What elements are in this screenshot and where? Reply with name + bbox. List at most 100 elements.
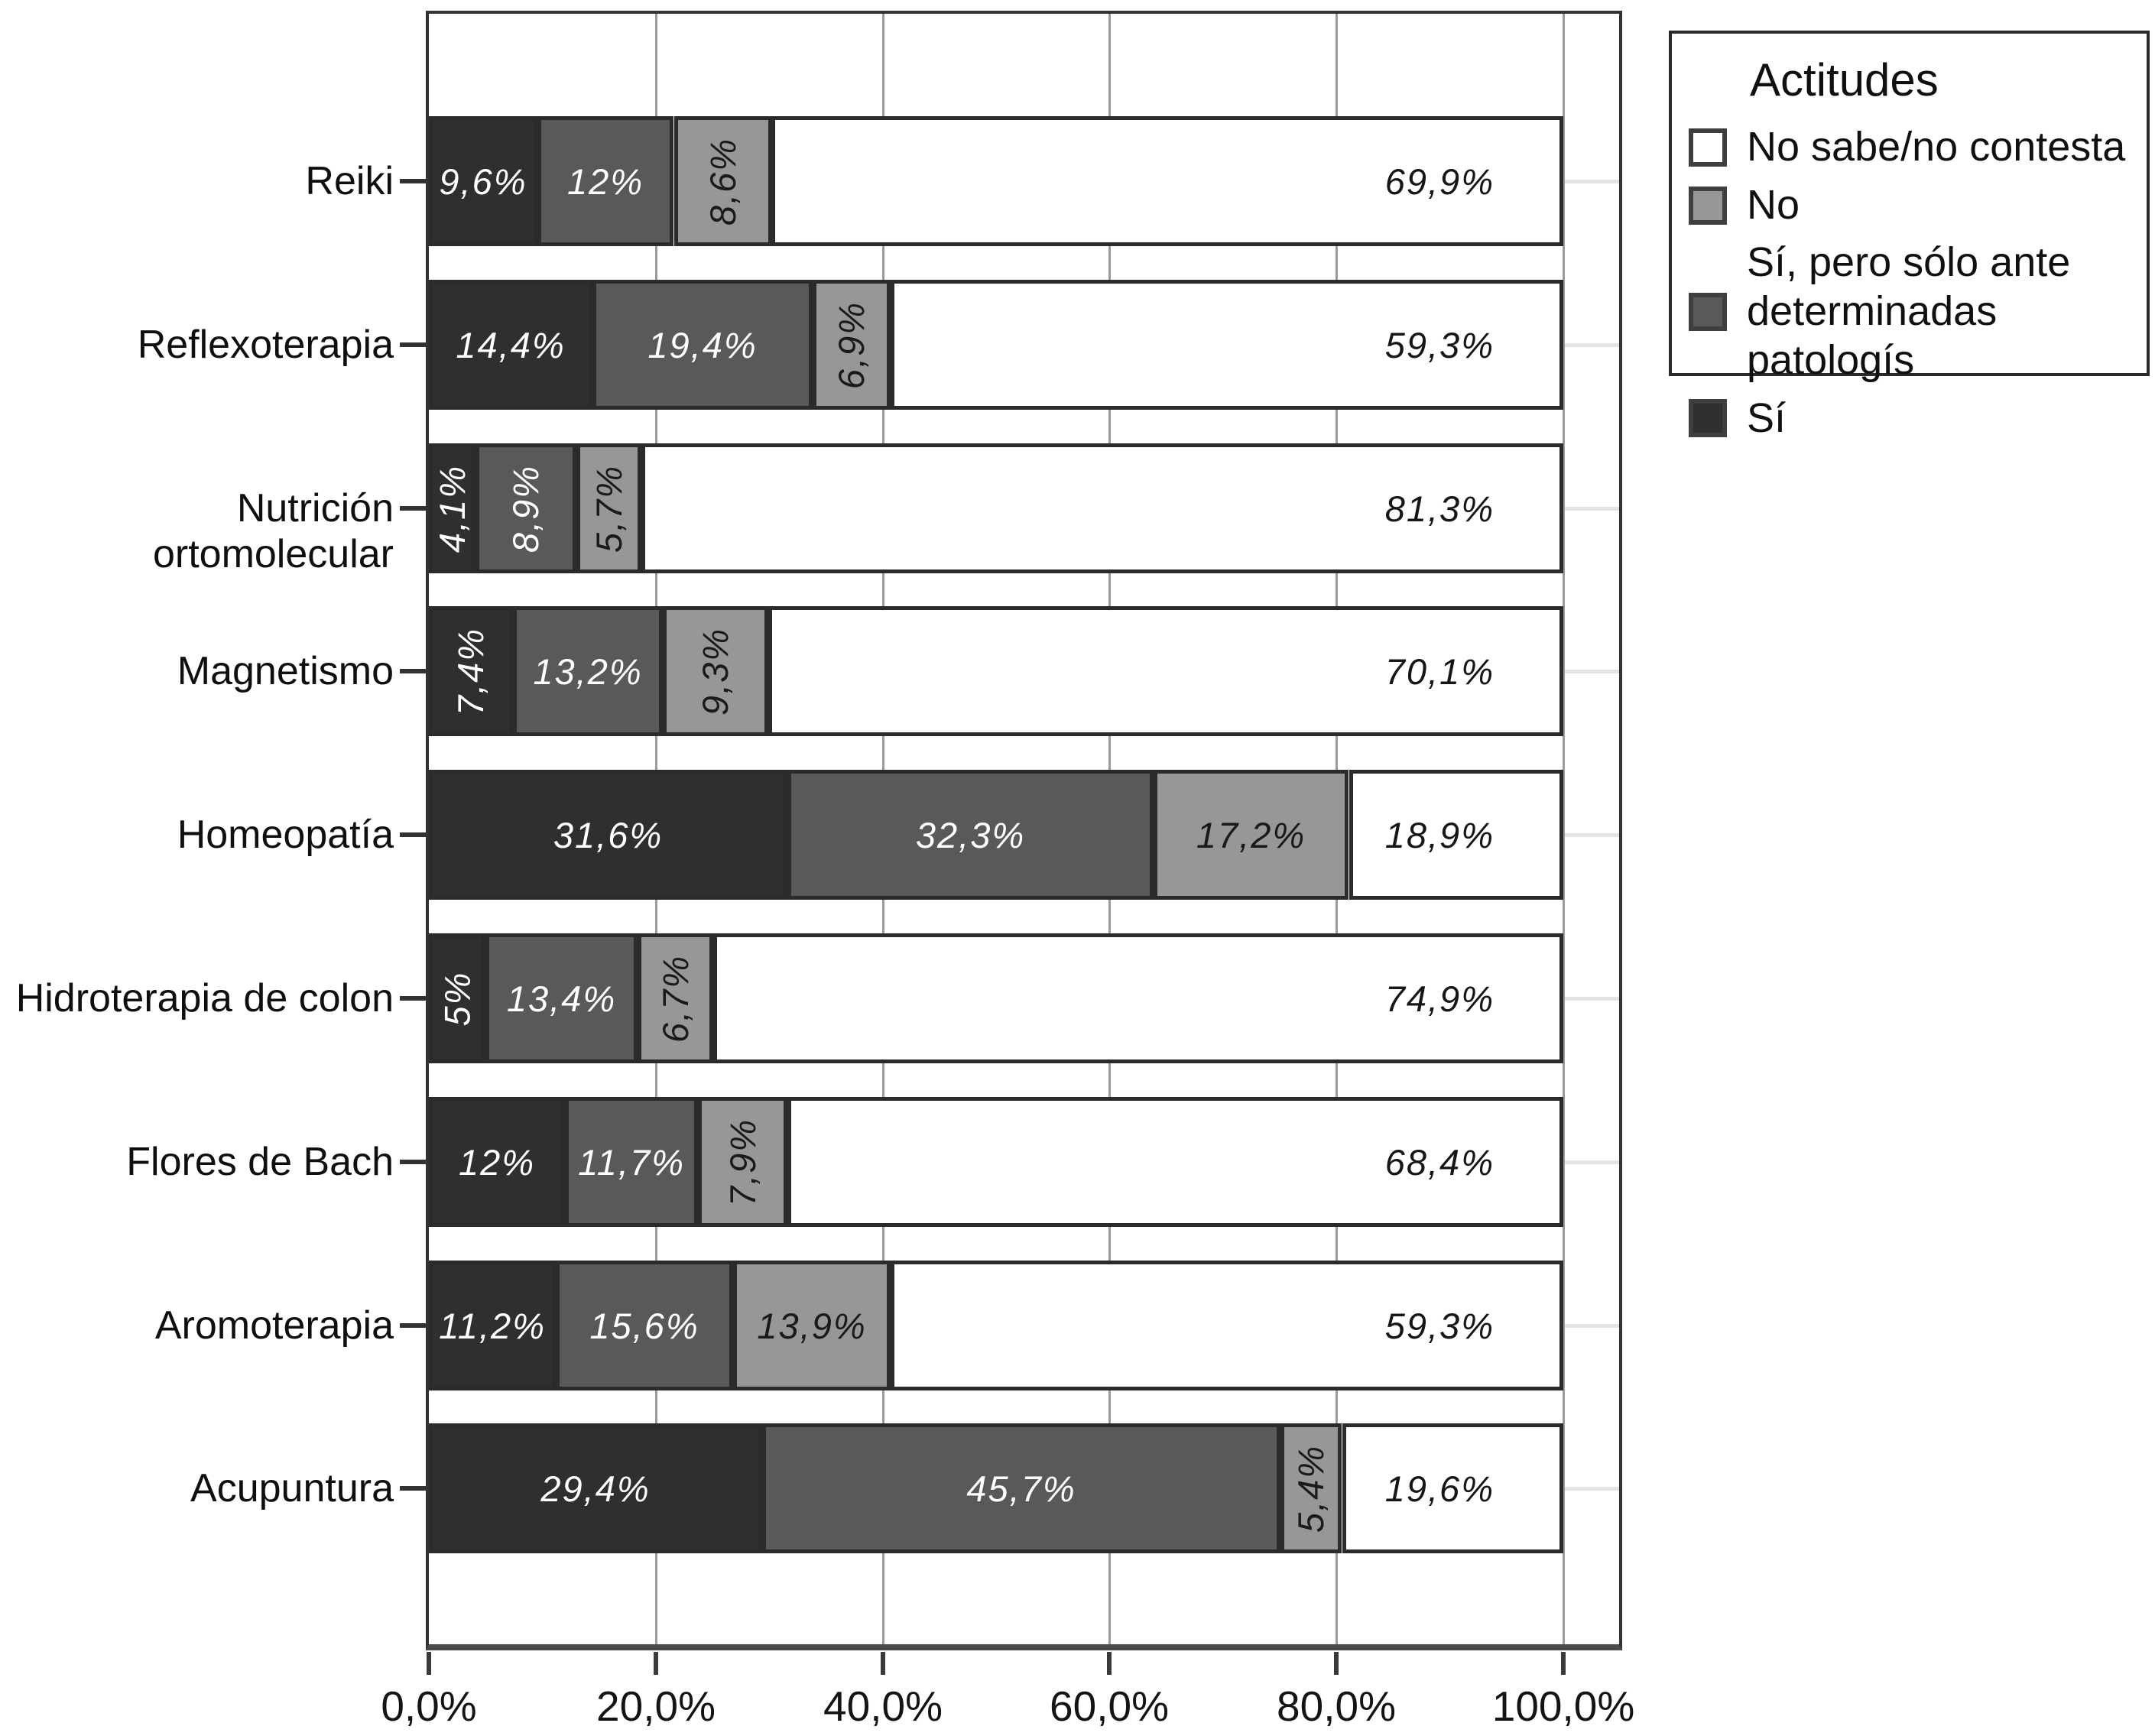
bar-segment: 70,1% xyxy=(768,606,1563,736)
x-axis-tick-label: 80,0% xyxy=(1277,1682,1396,1730)
segment-value-label: 5,4% xyxy=(1290,1444,1332,1533)
y-axis-tick xyxy=(400,506,426,511)
segment-value-label: 12% xyxy=(458,1141,536,1183)
segment-value-label: 4,1% xyxy=(432,464,473,553)
segment-value-label: 11,7% xyxy=(578,1141,685,1183)
segment-value-label: 9,3% xyxy=(695,627,736,715)
bar-segment: 14,4% xyxy=(429,280,592,410)
bar-segment: 4,1% xyxy=(429,443,475,573)
bar-segment: 69,9% xyxy=(771,116,1563,246)
y-axis-tick xyxy=(400,179,426,183)
category-label: Flores de Bach xyxy=(126,1140,394,1184)
x-axis-tick-label: 60,0% xyxy=(1050,1682,1169,1730)
y-axis-tick xyxy=(400,342,426,347)
segment-value-label: 7,9% xyxy=(722,1118,764,1206)
segment-value-label: 9,6% xyxy=(439,161,527,202)
segment-value-label: 29,4% xyxy=(540,1468,651,1509)
y-axis-tick xyxy=(400,1486,426,1491)
bar-segment: 13,2% xyxy=(513,606,663,736)
bar-segment: 17,2% xyxy=(1154,770,1348,900)
x-axis-tick xyxy=(654,1652,658,1675)
bar-segment: 32,3% xyxy=(787,770,1154,900)
bar-segment: 8,9% xyxy=(475,443,576,573)
bar-segment: 9,6% xyxy=(429,116,537,246)
bar-segment: 59,3% xyxy=(891,280,1563,410)
segment-value-label: 14,4% xyxy=(456,324,566,365)
legend-title: Actitudes xyxy=(1750,54,1939,105)
bar-segment: 81,3% xyxy=(641,443,1563,573)
bar-segment: 12% xyxy=(429,1097,565,1227)
segment-value-label: 59,3% xyxy=(1384,1305,1495,1346)
category-label: Reflexoterapia xyxy=(137,323,394,367)
segment-value-label: 7,4% xyxy=(450,627,492,715)
category-label: Aromoterapia xyxy=(154,1303,394,1348)
segment-value-label: 18,9% xyxy=(1384,814,1495,855)
legend-swatch xyxy=(1689,128,1727,167)
legend-label: No sabe/no contesta xyxy=(1747,124,2126,170)
segment-value-label: 11,2% xyxy=(439,1305,546,1346)
segment-value-label: 13,4% xyxy=(506,978,617,1019)
y-axis-tick xyxy=(400,996,426,1001)
segment-value-label: 13,2% xyxy=(533,651,643,692)
bar-segment: 19,6% xyxy=(1342,1423,1563,1553)
row-right-tick xyxy=(1565,670,1621,673)
x-axis-tick-label: 20,0% xyxy=(596,1682,716,1730)
row-right-tick xyxy=(1565,1324,1621,1328)
legend: Actitudes No sabe/no contesta No Sí, pero … xyxy=(1669,31,2150,441)
category-label: Acupuntura xyxy=(190,1466,394,1510)
y-axis-tick xyxy=(400,1323,426,1328)
category-label: Magnetismo xyxy=(177,649,394,693)
bar-segment: 5% xyxy=(429,933,485,1063)
bar-segment: 18,9% xyxy=(1349,770,1563,900)
bar-segment: 7,9% xyxy=(698,1097,787,1227)
bar-segment: 11,2% xyxy=(429,1261,556,1390)
bar-segment: 5,7% xyxy=(576,443,641,573)
row-right-tick xyxy=(1565,1160,1621,1164)
legend-swatch xyxy=(1689,399,1727,438)
bar-segment: 68,4% xyxy=(787,1097,1563,1227)
segment-value-label: 32,3% xyxy=(915,814,1026,855)
x-axis-tick xyxy=(427,1652,431,1675)
segment-value-label: 13,9% xyxy=(757,1305,867,1346)
segment-value-label: 5% xyxy=(437,971,478,1026)
bar-segment: 5,4% xyxy=(1280,1423,1342,1553)
x-axis-tick-label: 0,0% xyxy=(381,1682,477,1730)
row-right-tick xyxy=(1565,997,1621,1001)
row-right-tick xyxy=(1565,343,1621,347)
x-axis-tick xyxy=(1561,1652,1566,1675)
bar-segment: 13,4% xyxy=(485,933,638,1063)
legend-label: Sí, pero sólo ante determinadas patologí… xyxy=(1747,239,2071,383)
legend-item: Sí, pero sólo ante determinadas patologí… xyxy=(1689,238,2147,385)
segment-value-label: 70,1% xyxy=(1384,651,1495,692)
segment-value-label: 6,7% xyxy=(655,954,696,1043)
segment-value-label: 5,7% xyxy=(589,464,630,553)
bar-segment: 59,3% xyxy=(891,1261,1563,1390)
bar-segment: 19,4% xyxy=(592,280,813,410)
segment-value-label: 69,9% xyxy=(1384,161,1495,202)
segment-value-label: 45,7% xyxy=(966,1468,1076,1509)
bar-segment: 12% xyxy=(537,116,673,246)
bar-segment: 6,9% xyxy=(813,280,891,410)
y-axis-tick xyxy=(400,669,426,673)
category-label: Reiki xyxy=(305,159,394,203)
grid-line xyxy=(1563,14,1565,1644)
row-right-tick xyxy=(1565,833,1621,837)
x-axis-tick xyxy=(1334,1652,1339,1675)
row-right-tick xyxy=(1565,1487,1621,1491)
segment-value-label: 8,6% xyxy=(703,137,744,226)
segment-value-label: 81,3% xyxy=(1384,488,1495,529)
segment-value-label: 19,4% xyxy=(647,324,758,365)
legend-item: Sí xyxy=(1689,394,2147,443)
y-axis-tick xyxy=(400,832,426,837)
legend-label: Sí xyxy=(1747,394,1787,441)
segment-value-label: 68,4% xyxy=(1384,1141,1495,1183)
segment-value-label: 17,2% xyxy=(1196,814,1306,855)
category-label: Nutrición ortomolecular xyxy=(152,486,394,576)
legend-item: No sabe/no contesta xyxy=(1689,123,2147,172)
bar-segment: 29,4% xyxy=(429,1423,762,1553)
row-right-tick xyxy=(1565,507,1621,511)
legend-items: No sabe/no contesta No Sí, pero sólo ante … xyxy=(1672,123,2147,443)
y-axis-tick xyxy=(400,1160,426,1164)
segment-value-label: 8,9% xyxy=(505,464,547,553)
